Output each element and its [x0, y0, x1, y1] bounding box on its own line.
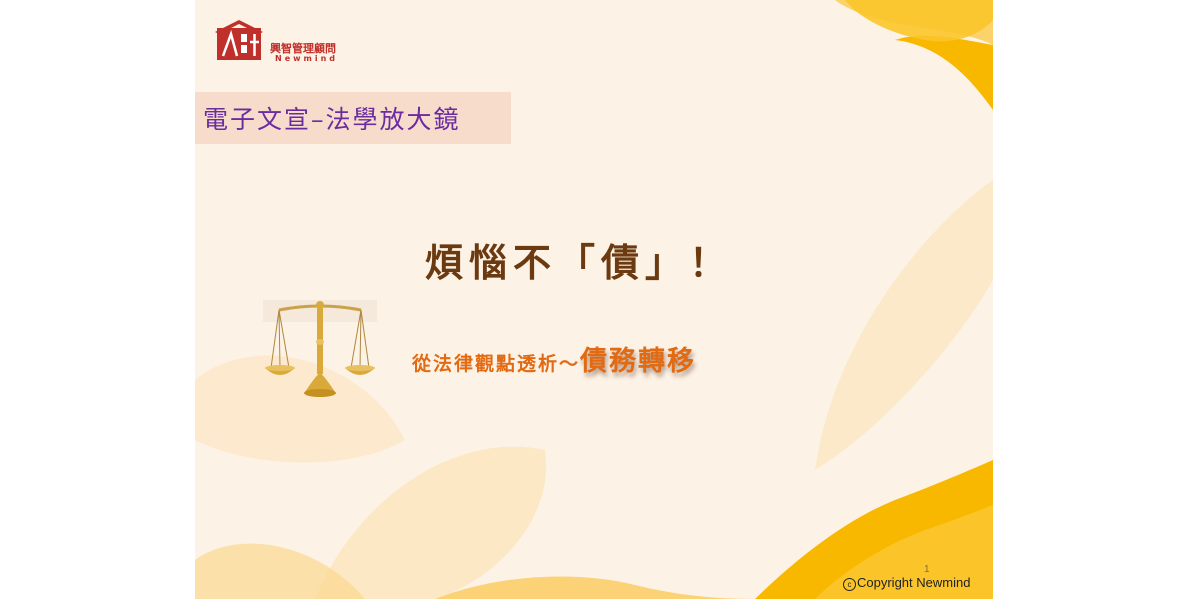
page-title: 煩惱不「債」！ [425, 240, 734, 285]
copyright-icon: c [843, 578, 856, 591]
series-banner: 電子文宣–法學放大鏡 [195, 92, 511, 144]
banner-text: 電子文宣–法學放大鏡 [203, 105, 461, 134]
justice-scale-icon [263, 300, 377, 397]
logo-company-en: Newmind [275, 54, 339, 63]
copyright-text: Copyright Newmind [857, 575, 971, 590]
company-logo: 興智管理顧問 Newmind [215, 20, 345, 63]
subtitle: 從法律觀點透析～債務轉移 [412, 339, 696, 378]
logo-company-cn: 興智管理顧問 [270, 42, 336, 55]
page-number: 1 [924, 564, 930, 575]
slide: 興智管理顧問 Newmind 電子文宣–法學放大鏡 煩惱不「債」！ [195, 0, 993, 599]
subtitle-lead: 從法律觀點透析～ [412, 353, 581, 375]
copyright-notice: c Copyright Newmind [843, 575, 970, 591]
background-decoration [195, 0, 993, 599]
subtitle-emphasis: 債務轉移 [580, 346, 697, 377]
newmind-house-logo-icon [215, 20, 263, 60]
